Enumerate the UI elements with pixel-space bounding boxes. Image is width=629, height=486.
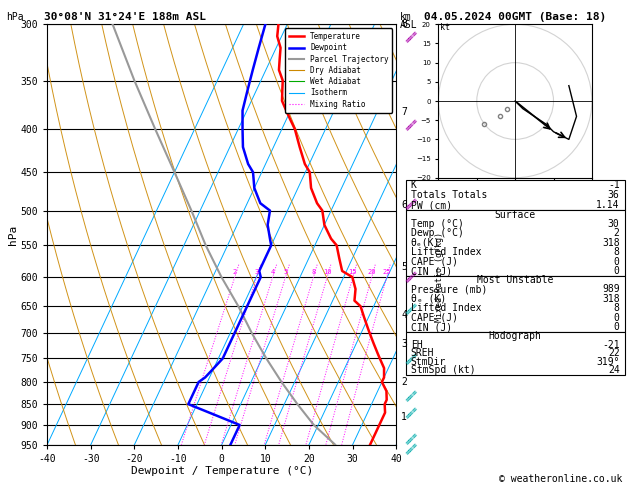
Text: ≡≡≡: ≡≡≡ bbox=[404, 431, 420, 448]
Text: 3: 3 bbox=[401, 339, 407, 348]
Text: ≡≡≡: ≡≡≡ bbox=[404, 301, 420, 317]
Text: 20: 20 bbox=[367, 269, 376, 275]
Text: 5: 5 bbox=[283, 269, 287, 275]
Legend: Temperature, Dewpoint, Parcel Trajectory, Dry Adiabat, Wet Adiabat, Isotherm, Mi: Temperature, Dewpoint, Parcel Trajectory… bbox=[285, 28, 392, 112]
Text: StmDir: StmDir bbox=[411, 357, 446, 367]
Text: Mixed Ratio (g/kg): Mixed Ratio (g/kg) bbox=[435, 231, 443, 322]
Text: CAPE (J): CAPE (J) bbox=[411, 312, 458, 323]
Text: 7: 7 bbox=[401, 107, 407, 118]
Text: ≡≡≡: ≡≡≡ bbox=[404, 269, 420, 286]
Text: PW (cm): PW (cm) bbox=[411, 200, 452, 210]
Text: θₑ (K): θₑ (K) bbox=[411, 294, 446, 304]
Text: km: km bbox=[399, 12, 411, 22]
Text: ≡≡≡: ≡≡≡ bbox=[404, 116, 420, 133]
Text: Lifted Index: Lifted Index bbox=[411, 303, 481, 313]
Text: 15: 15 bbox=[348, 269, 357, 275]
Text: 4: 4 bbox=[401, 310, 407, 320]
Text: 0: 0 bbox=[614, 322, 620, 332]
Text: 318: 318 bbox=[602, 238, 620, 248]
Text: ≡≡≡: ≡≡≡ bbox=[404, 195, 420, 212]
Text: 3: 3 bbox=[255, 269, 259, 275]
Text: CAPE (J): CAPE (J) bbox=[411, 257, 458, 267]
Text: Totals Totals: Totals Totals bbox=[411, 190, 487, 200]
Text: 318: 318 bbox=[602, 294, 620, 304]
Text: kt: kt bbox=[440, 23, 450, 32]
Text: Lifted Index: Lifted Index bbox=[411, 247, 481, 257]
Text: ≡≡≡: ≡≡≡ bbox=[404, 440, 420, 457]
Text: K: K bbox=[411, 180, 416, 190]
Text: ≡≡≡: ≡≡≡ bbox=[404, 404, 420, 421]
Text: Surface: Surface bbox=[494, 209, 536, 220]
Text: 22: 22 bbox=[608, 348, 620, 358]
Text: ASL: ASL bbox=[399, 20, 417, 31]
Text: Pressure (mb): Pressure (mb) bbox=[411, 284, 487, 295]
Text: 1.14: 1.14 bbox=[596, 200, 620, 210]
Text: Temp (°C): Temp (°C) bbox=[411, 219, 464, 229]
Text: 0: 0 bbox=[614, 257, 620, 267]
Text: 24: 24 bbox=[608, 365, 620, 375]
Text: 25: 25 bbox=[382, 269, 391, 275]
Text: 4: 4 bbox=[270, 269, 275, 275]
Text: ≡≡≡: ≡≡≡ bbox=[404, 387, 420, 404]
Text: 36: 36 bbox=[608, 190, 620, 200]
Text: -21: -21 bbox=[602, 340, 620, 350]
Text: © weatheronline.co.uk: © weatheronline.co.uk bbox=[499, 473, 623, 484]
Text: 8: 8 bbox=[614, 247, 620, 257]
Text: CIN (J): CIN (J) bbox=[411, 266, 452, 276]
Text: Hodograph: Hodograph bbox=[489, 331, 542, 341]
Text: 5: 5 bbox=[401, 261, 407, 272]
Text: CIN (J): CIN (J) bbox=[411, 322, 452, 332]
Text: hPa: hPa bbox=[6, 12, 24, 22]
Text: StmSpd (kt): StmSpd (kt) bbox=[411, 365, 476, 375]
Text: 319°: 319° bbox=[596, 357, 620, 367]
Text: EH: EH bbox=[411, 340, 423, 350]
Text: 0: 0 bbox=[614, 312, 620, 323]
Text: 8: 8 bbox=[401, 19, 407, 29]
X-axis label: Dewpoint / Temperature (°C): Dewpoint / Temperature (°C) bbox=[131, 467, 313, 476]
Text: 8: 8 bbox=[311, 269, 316, 275]
Text: SREH: SREH bbox=[411, 348, 434, 358]
Text: 30°08'N 31°24'E 188m ASL: 30°08'N 31°24'E 188m ASL bbox=[44, 12, 206, 22]
Text: ≡≡≡: ≡≡≡ bbox=[404, 28, 420, 45]
Y-axis label: hPa: hPa bbox=[8, 225, 18, 244]
Text: 8: 8 bbox=[614, 303, 620, 313]
Text: 10: 10 bbox=[323, 269, 331, 275]
Text: 2: 2 bbox=[401, 377, 407, 387]
Text: -1: -1 bbox=[608, 180, 620, 190]
Text: Most Unstable: Most Unstable bbox=[477, 275, 554, 285]
Text: 30: 30 bbox=[608, 219, 620, 229]
Text: 2: 2 bbox=[233, 269, 237, 275]
Text: 6: 6 bbox=[401, 200, 407, 210]
Text: 2: 2 bbox=[614, 228, 620, 238]
Text: ≡≡≡: ≡≡≡ bbox=[404, 350, 420, 367]
Text: 989: 989 bbox=[602, 284, 620, 295]
Text: θₑ(K): θₑ(K) bbox=[411, 238, 440, 248]
Text: Dewp (°C): Dewp (°C) bbox=[411, 228, 464, 238]
Text: 0: 0 bbox=[614, 266, 620, 276]
Text: 04.05.2024 00GMT (Base: 18): 04.05.2024 00GMT (Base: 18) bbox=[424, 12, 606, 22]
Text: 1: 1 bbox=[401, 412, 407, 422]
